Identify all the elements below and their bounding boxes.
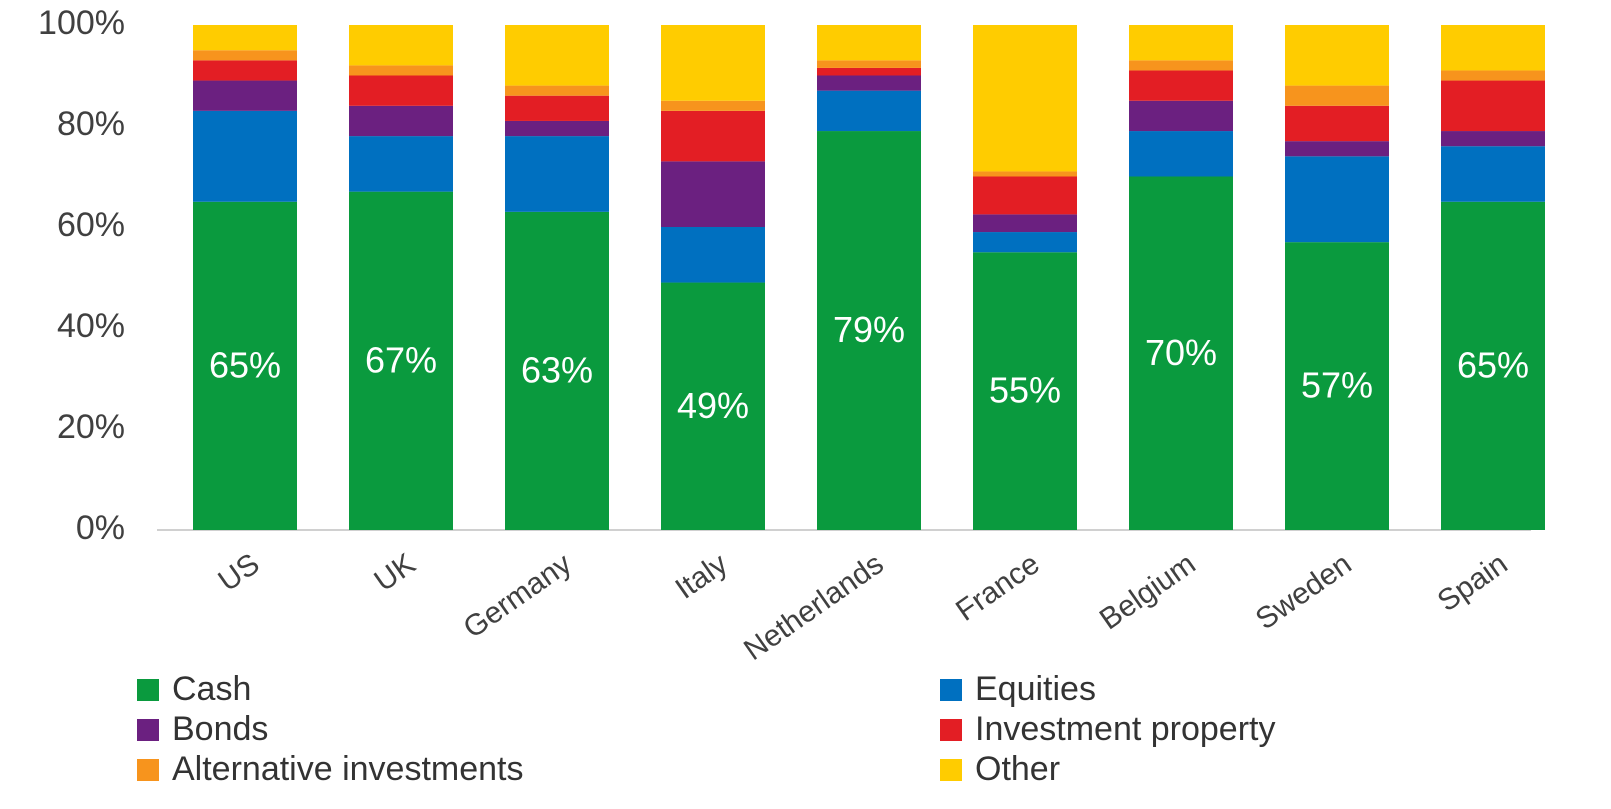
y-tick-label: 80%	[57, 105, 125, 143]
bar-segment	[505, 85, 609, 96]
legend-label: Investment property	[975, 710, 1275, 748]
bar-segment	[505, 95, 609, 121]
bar-segment	[505, 120, 609, 137]
legend-label: Other	[975, 750, 1060, 788]
x-tick-label: Belgium	[1094, 547, 1202, 636]
bar-segment	[661, 100, 765, 111]
bar-segment	[193, 50, 297, 61]
bar-segment	[1129, 131, 1233, 177]
x-tick-label: Netherlands	[738, 547, 889, 667]
data-label: 67%	[365, 339, 437, 380]
y-tick-label: 40%	[57, 307, 125, 345]
x-tick-label: Sweden	[1250, 547, 1358, 636]
bar-segment	[193, 110, 297, 202]
bar-segment	[1285, 25, 1389, 86]
bar-segment	[193, 60, 297, 81]
bar-segment	[973, 214, 1077, 233]
bar-segment	[1441, 70, 1545, 81]
x-tick-label: Spain	[1432, 547, 1514, 618]
bar-segment	[1285, 105, 1389, 142]
bar-segment	[505, 211, 609, 530]
bar-segment	[1285, 156, 1389, 243]
x-tick-label: UK	[368, 547, 421, 598]
bar-segment	[661, 161, 765, 227]
data-label: 65%	[1457, 344, 1529, 385]
x-tick-label: Germany	[458, 547, 578, 645]
bar-segment	[1129, 25, 1233, 61]
bar-segment	[817, 67, 921, 76]
bar-segment	[1129, 70, 1233, 101]
data-label: 57%	[1301, 365, 1373, 406]
bar-segment	[973, 252, 1077, 530]
bar-segment	[1441, 146, 1545, 202]
legend-label: Bonds	[172, 710, 268, 748]
bar-segment	[1285, 242, 1389, 530]
bar-segment	[349, 136, 453, 192]
data-label: 70%	[1145, 332, 1217, 373]
bar-segment	[349, 25, 453, 66]
bar-segment	[505, 25, 609, 86]
legend-swatch	[940, 719, 962, 741]
bar-segment	[1285, 85, 1389, 106]
bar-segment	[661, 282, 765, 530]
bar-segment	[193, 80, 297, 111]
x-tick-label: France	[950, 547, 1045, 628]
bar-segment	[1129, 60, 1233, 71]
legend-swatch	[137, 759, 159, 781]
data-label: 65%	[209, 344, 281, 385]
y-tick-label: 60%	[57, 206, 125, 244]
bar-segment	[349, 75, 453, 106]
bar-segment	[1441, 131, 1545, 147]
bar-segment	[349, 105, 453, 137]
bar-segment	[1285, 141, 1389, 157]
legend-label: Alternative investments	[172, 750, 524, 788]
bar-segment	[193, 25, 297, 51]
legend-swatch	[940, 759, 962, 781]
legend-label: Cash	[172, 670, 251, 708]
bar-segment	[1129, 100, 1233, 132]
bar-segment	[661, 110, 765, 162]
bar-segment	[817, 90, 921, 132]
bar-segment	[1441, 25, 1545, 71]
bar-segment	[661, 25, 765, 101]
bar-segment	[973, 176, 1077, 215]
bar-segment	[661, 227, 765, 283]
bar-segment	[817, 60, 921, 68]
y-tick-label: 100%	[38, 4, 125, 42]
y-tick-label: 0%	[76, 509, 125, 547]
bar-segment	[349, 191, 453, 530]
bar-segment	[817, 131, 921, 531]
x-tick-label: US	[212, 547, 265, 598]
data-label: 49%	[677, 385, 749, 426]
bar-segment	[1441, 201, 1545, 530]
legend-label: Equities	[975, 670, 1096, 708]
data-label: 63%	[521, 349, 593, 390]
legend-swatch	[940, 679, 962, 701]
bar-segment	[193, 201, 297, 530]
data-label: 55%	[989, 370, 1061, 411]
bar-segment	[1441, 80, 1545, 132]
bar-segment	[973, 25, 1077, 172]
y-tick-label: 20%	[57, 408, 125, 446]
data-label: 79%	[833, 309, 905, 350]
x-tick-label: Italy	[670, 547, 734, 606]
bar-segment	[817, 75, 921, 91]
legend-swatch	[137, 719, 159, 741]
bar-segment	[817, 25, 921, 61]
bar-segment	[973, 232, 1077, 253]
bar-segment	[505, 136, 609, 212]
bar-segment	[973, 171, 1077, 177]
bar-segment	[1129, 176, 1233, 530]
legend-swatch	[137, 679, 159, 701]
bar-segment	[349, 65, 453, 76]
